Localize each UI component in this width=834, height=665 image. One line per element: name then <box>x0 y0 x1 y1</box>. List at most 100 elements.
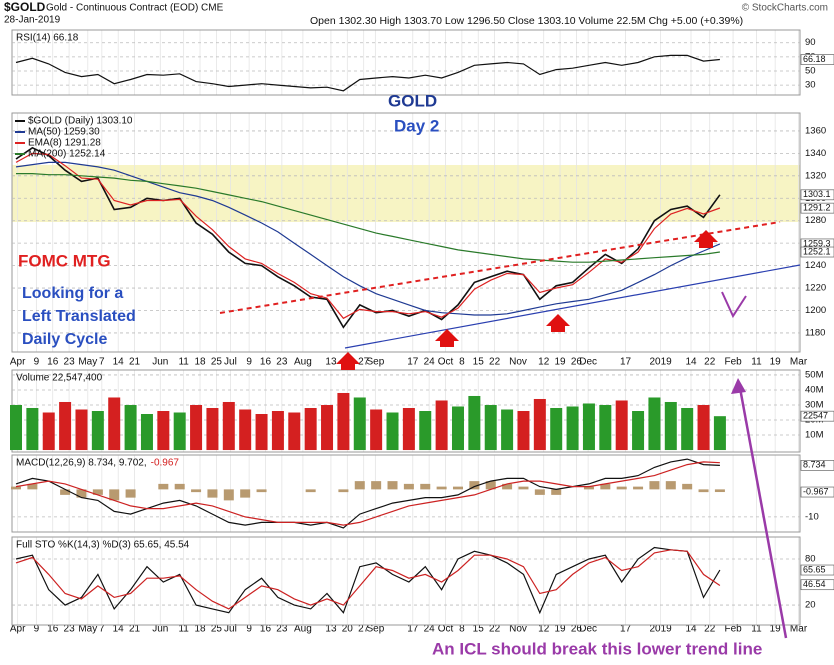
x-tick-label: Oct <box>438 624 454 635</box>
value-tag <box>800 189 834 201</box>
x-tick-label: 20 <box>342 624 354 635</box>
x-tick-label: 27 <box>358 624 370 635</box>
x-tick-label: 14 <box>685 624 697 635</box>
x-tick-label: Mar <box>790 624 808 635</box>
x-tick-label: Feb <box>724 624 742 635</box>
x-tick-label: 21 <box>129 357 141 368</box>
x-tick-label: 12 <box>538 624 550 635</box>
volume-bar <box>517 411 530 451</box>
series-line <box>15 461 720 526</box>
volume-bar <box>271 411 284 451</box>
histogram-bar <box>60 489 71 495</box>
panel-title: Volume 22,547,400 <box>16 373 103 384</box>
x-tick-label: 9 <box>246 357 252 368</box>
legend-label: MA(50) 1259.30 <box>28 127 100 138</box>
annotation: Looking for a <box>22 285 123 302</box>
histogram-bar <box>76 489 87 498</box>
annotation: FOMC MTG <box>18 251 111 270</box>
y-tick-label: 30 <box>805 80 816 91</box>
volume-bar <box>419 411 432 451</box>
volume-bar <box>140 414 153 451</box>
y-tick-label: -10 <box>805 511 819 522</box>
volume-bar <box>288 412 301 451</box>
x-tick-label: 15 <box>473 624 485 635</box>
value-tag <box>800 410 834 422</box>
histogram-bar <box>682 483 693 490</box>
x-tick-label: Jun <box>152 624 168 635</box>
y-tick-label: 10M <box>805 430 824 441</box>
x-tick-label: 25 <box>211 624 223 635</box>
value-tag-label: -0.967 <box>803 486 829 496</box>
histogram-bar <box>698 489 709 493</box>
cycle-arrows <box>336 230 718 370</box>
value-tag-label: 46.54 <box>803 579 826 589</box>
volume-bar <box>353 397 366 451</box>
x-tick-label: 26 <box>571 357 583 368</box>
annotation: Daily Cycle <box>22 331 107 348</box>
histogram-bar <box>158 483 169 490</box>
check-mark <box>721 291 747 319</box>
value-tag-label: 1303.1 <box>803 189 831 199</box>
x-tick-label: 21 <box>129 624 141 635</box>
x-tick-label: Jun <box>152 357 168 368</box>
x-tick-label: Aug <box>294 357 312 368</box>
plots: Apr91623May71421Jun111825Jul91623Aug1320… <box>10 29 834 635</box>
y-tick-label: 1320 <box>805 170 826 181</box>
volume-bar <box>222 401 235 451</box>
histogram-bar <box>207 489 218 498</box>
annotation: Day 2 <box>394 116 439 135</box>
y-tick-label: 30M <box>805 400 824 411</box>
volume-bar <box>435 400 448 451</box>
legend-label: $GOLD (Daily) 1303.10 <box>28 116 133 127</box>
arrow <box>546 314 570 332</box>
legend-label: EMA(8) 1291.28 <box>28 138 101 149</box>
volume-bar <box>664 401 677 451</box>
x-tick-label: 9 <box>34 624 40 635</box>
x-tick-label: 12 <box>538 357 550 368</box>
date: 28-Jan-2019 <box>4 15 61 26</box>
arrow-head <box>731 378 746 394</box>
x-tick-label: Nov <box>509 624 527 635</box>
series-line <box>15 458 720 529</box>
quote: Open 1302.30 High 1303.70 Low 1296.50 Cl… <box>310 15 743 27</box>
histogram-bar <box>387 481 398 490</box>
value-tag-label: 1252.1 <box>803 246 831 256</box>
volume-bar <box>386 412 399 451</box>
volume-bar <box>321 404 334 451</box>
histogram-bar <box>256 489 267 493</box>
volume-bar <box>91 411 104 451</box>
x-tick-label: May <box>78 624 97 635</box>
histogram-bar <box>338 489 349 493</box>
histogram-bar <box>534 489 545 495</box>
x-tick-label: 16 <box>47 357 59 368</box>
volume-bar <box>550 407 563 451</box>
series-line <box>16 173 720 263</box>
x-tick-label: 23 <box>64 357 76 368</box>
arrow <box>694 230 718 248</box>
histogram-bar <box>371 481 382 490</box>
histogram-bar <box>452 486 463 490</box>
volume-bar <box>402 407 415 451</box>
y-tick-label: 1240 <box>805 260 826 271</box>
x-tick-label: 14 <box>685 357 697 368</box>
value-tag-label: 1291.2 <box>803 203 831 213</box>
symbol: $GOLD <box>4 0 46 14</box>
volume-bar <box>713 416 726 451</box>
arrow <box>336 352 360 370</box>
volume-bar <box>124 404 137 451</box>
volume-bar <box>451 406 464 451</box>
panel-title: MACD(12,26,9) 8.734, 9.702, <box>16 458 147 469</box>
x-tick-label: 7 <box>99 357 105 368</box>
x-tick-label: May <box>78 357 97 368</box>
panel-title: RSI(14) 66.18 <box>16 33 79 44</box>
value-tag-label: 66.18 <box>803 54 826 64</box>
histogram-bar <box>223 489 234 501</box>
x-tick-label: 22 <box>704 624 716 635</box>
credit: © StockCharts.com <box>742 3 828 14</box>
x-tick-label: 13 <box>325 357 337 368</box>
x-tick-label: 16 <box>47 624 59 635</box>
arrow <box>435 329 459 347</box>
histogram-bar <box>600 483 611 490</box>
x-tick-label: 17 <box>407 357 419 368</box>
volume-bar <box>173 412 186 451</box>
